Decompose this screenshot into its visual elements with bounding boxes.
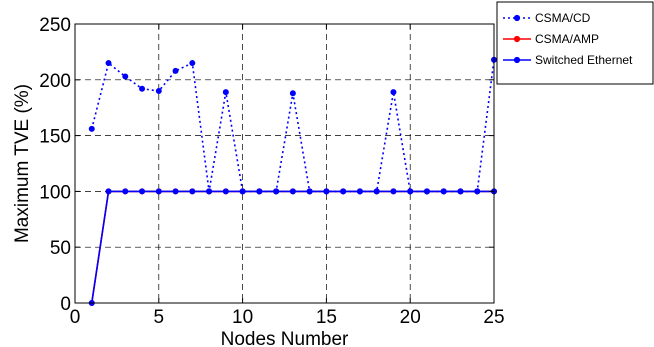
y-tick-label: 250 bbox=[39, 15, 71, 36]
data-point-csma-cd bbox=[407, 188, 414, 195]
y-axis-label: Maximum TVE (%) bbox=[12, 84, 33, 243]
data-point-csma-cd bbox=[189, 60, 196, 67]
data-point-csma-cd bbox=[340, 188, 347, 195]
y-tick-label: 0 bbox=[60, 294, 71, 315]
legend-label-csma-cd: CSMA/CD bbox=[535, 11, 591, 25]
data-point-csma-cd bbox=[289, 90, 296, 97]
x-tick-label: 15 bbox=[316, 307, 337, 328]
data-point-csma-cd bbox=[457, 188, 464, 195]
data-point-csma-cd bbox=[440, 188, 447, 195]
data-point-csma-cd bbox=[139, 85, 146, 92]
legend-marker-csma-amp bbox=[513, 35, 521, 43]
legend: CSMA/CD CSMA/AMP Switched Ethernet bbox=[496, 1, 654, 85]
data-point-csma-cd bbox=[206, 188, 213, 195]
data-point-switched-ethernet bbox=[390, 188, 397, 195]
data-point-csma-cd bbox=[323, 188, 330, 195]
grid-lines bbox=[75, 24, 494, 303]
data-point-csma-cd bbox=[474, 188, 481, 195]
x-tick-label: 25 bbox=[483, 307, 504, 328]
x-tick-label: 10 bbox=[232, 307, 253, 328]
data-point-csma-cd bbox=[105, 60, 112, 67]
legend-label-csma-amp: CSMA/AMP bbox=[535, 32, 599, 46]
series-layer bbox=[88, 56, 497, 306]
legend-box bbox=[496, 1, 654, 85]
data-point-switched-ethernet bbox=[189, 188, 196, 195]
y-tick-label: 50 bbox=[50, 238, 71, 259]
data-point-csma-cd bbox=[172, 67, 179, 74]
legend-marker-switched-ethernet bbox=[513, 56, 521, 64]
data-point-switched-ethernet bbox=[122, 188, 129, 195]
data-point-csma-cd bbox=[273, 188, 280, 195]
data-point-switched-ethernet bbox=[105, 188, 112, 195]
data-point-switched-ethernet bbox=[172, 188, 179, 195]
data-point-csma-cd bbox=[222, 89, 229, 96]
data-point-csma-cd bbox=[423, 188, 430, 195]
data-point-csma-cd bbox=[373, 188, 380, 195]
data-point-csma-cd bbox=[256, 188, 263, 195]
legend-label-switched-ethernet: Switched Ethernet bbox=[535, 53, 633, 67]
data-point-switched-ethernet bbox=[155, 188, 162, 195]
data-point-csma-cd bbox=[356, 188, 363, 195]
x-axis-label: Nodes Number bbox=[221, 329, 349, 347]
data-point-csma-cd bbox=[390, 89, 397, 96]
y-tick-label: 200 bbox=[39, 71, 71, 92]
data-point-csma-cd bbox=[155, 87, 162, 94]
y-tick-label: 150 bbox=[39, 127, 71, 148]
x-tick-label: 20 bbox=[400, 307, 421, 328]
data-point-csma-cd bbox=[239, 188, 246, 195]
legend-marker-csma-cd bbox=[513, 14, 521, 22]
x-tick-label: 0 bbox=[70, 307, 81, 328]
x-tick-label: 5 bbox=[154, 307, 165, 328]
plot-frame bbox=[74, 23, 495, 304]
data-point-csma-cd bbox=[306, 188, 313, 195]
y-tick-label: 100 bbox=[39, 182, 71, 203]
data-point-switched-ethernet bbox=[289, 188, 296, 195]
data-point-csma-cd bbox=[122, 73, 129, 80]
data-point-switched-ethernet bbox=[139, 188, 146, 195]
data-point-switched-ethernet bbox=[222, 188, 229, 195]
data-point-csma-cd bbox=[88, 125, 95, 132]
